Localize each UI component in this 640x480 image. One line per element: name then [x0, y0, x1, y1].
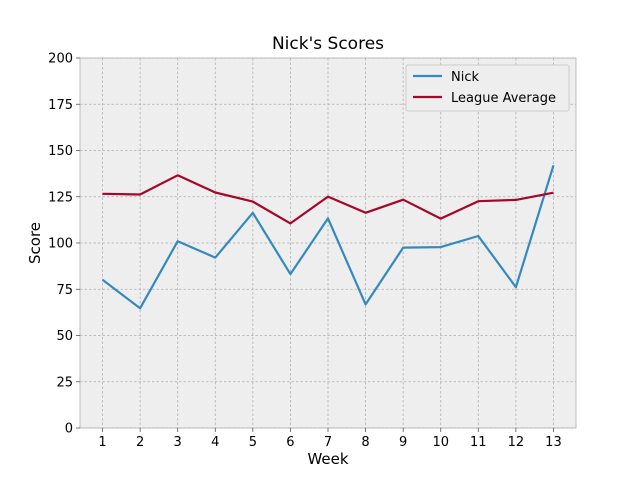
legend-box [405, 64, 570, 112]
y-axis-label: Score [26, 222, 44, 264]
y-tick-label: 175 [48, 98, 73, 113]
legend: Nick League Average [405, 64, 570, 112]
legend-label-league-average: League Average [451, 91, 556, 106]
x-axis-ticks: 1 2 3 4 5 6 7 8 9 10 11 12 13 [98, 428, 562, 450]
x-tick-label: 5 [249, 435, 257, 450]
y-tick-label: 125 [48, 190, 73, 205]
x-tick-label: 10 [432, 435, 449, 450]
series-line-league-average [102, 174, 554, 225]
x-tick-label: 11 [470, 435, 487, 450]
x-tick-label: 2 [136, 435, 144, 450]
x-tick-label: 12 [508, 435, 525, 450]
y-tick-label: 150 [48, 144, 73, 159]
y-tick-label: 75 [56, 283, 73, 298]
y-tick-label: 100 [48, 237, 73, 252]
x-tick-label: 4 [211, 435, 219, 450]
x-tick-label: 7 [324, 435, 332, 450]
y-axis-ticks: 0 25 50 75 100 125 150 175 200 [48, 52, 80, 437]
x-tick-label: 3 [174, 435, 182, 450]
x-tick-label: 13 [545, 435, 562, 450]
x-axis-label: Week [307, 450, 348, 468]
legend-label-nick: Nick [451, 70, 479, 85]
series-line-nick [101, 164, 555, 310]
y-tick-label: 0 [65, 422, 73, 437]
x-tick-label: 6 [286, 435, 294, 450]
y-tick-label: 50 [56, 329, 73, 344]
x-tick-label: 1 [98, 435, 106, 450]
chart-title: Nick's Scores [272, 34, 384, 54]
y-tick-label: 25 [56, 375, 73, 390]
y-tick-label: 200 [48, 52, 73, 67]
x-tick-label: 9 [399, 435, 407, 450]
series-lines [101, 164, 555, 310]
x-tick-label: 8 [361, 435, 369, 450]
